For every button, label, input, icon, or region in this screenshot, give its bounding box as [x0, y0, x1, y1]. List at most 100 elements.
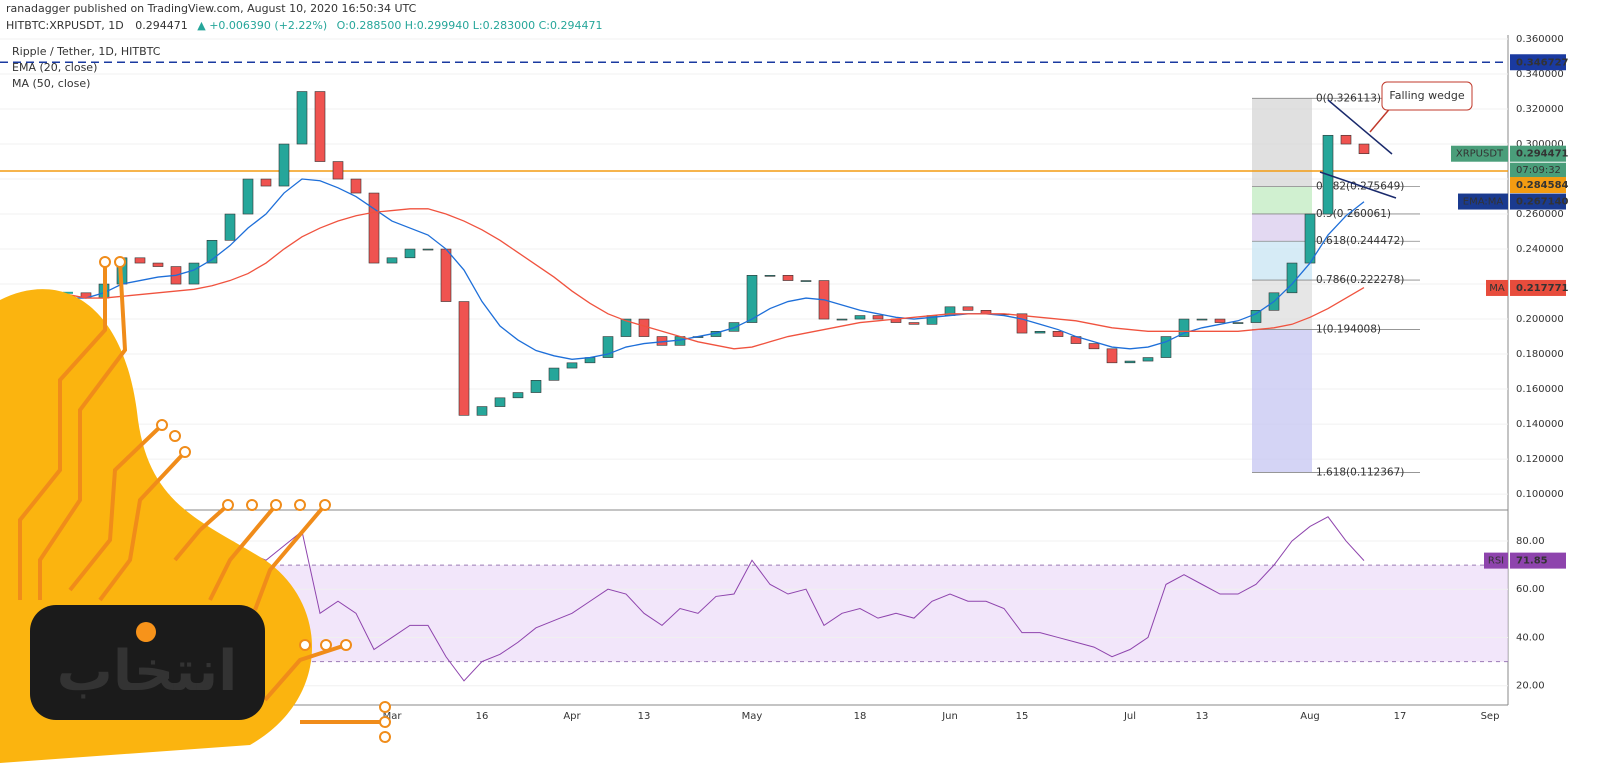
candle — [134, 257, 146, 264]
candle — [1178, 318, 1190, 337]
rsi-badge — [1510, 552, 1566, 569]
candle — [620, 318, 632, 337]
candle — [1088, 343, 1100, 350]
x-tick-label: 13 — [638, 711, 651, 722]
price-badge-label: 0.217771 — [1516, 283, 1569, 294]
candle — [854, 315, 866, 320]
candle — [764, 275, 776, 277]
fib-label: 0.618(0.244472) — [1316, 235, 1404, 247]
y-tick-label: 20.00 — [1516, 681, 1545, 692]
candle — [1106, 348, 1118, 364]
x-tick-label: Jul — [1123, 711, 1136, 722]
candle — [1160, 336, 1172, 358]
x-tick-label: Aug — [1300, 711, 1320, 722]
price-badge — [1510, 177, 1566, 194]
candle — [1016, 313, 1028, 334]
candle — [458, 301, 470, 416]
x-tick-label: Sep — [1481, 711, 1500, 722]
candle — [422, 248, 434, 251]
y-tick-label: 0.200000 — [1516, 314, 1564, 325]
fib-label: 1(0.194008) — [1316, 324, 1381, 336]
candle — [602, 336, 614, 358]
price-badge-label: 0.346727 — [1516, 57, 1569, 68]
legend-entry: MA (50, close) — [12, 77, 90, 90]
candle — [512, 392, 524, 399]
symbol-line: HITBTC:XRPUSDT, 1D 0.294471 ▲ +0.006390 … — [6, 19, 602, 32]
candle — [1142, 357, 1154, 362]
price-badge-label: 0.294471 — [1516, 149, 1569, 160]
last-price: 0.294471 — [135, 19, 188, 32]
publisher: ranadagger published on TradingView.com,… — [6, 2, 417, 15]
price-badge — [1510, 279, 1566, 296]
fib-zone — [1252, 98, 1312, 187]
candle — [1124, 360, 1136, 364]
candle — [368, 192, 380, 264]
fib-label: 1.618(0.112367) — [1316, 466, 1404, 478]
y-tick-label: 0.340000 — [1516, 69, 1564, 80]
fib-label: 0(0.326113) — [1316, 92, 1381, 104]
logo: انتخاب — [0, 256, 391, 763]
fib-zone — [1252, 280, 1312, 330]
badge-name-box — [1458, 193, 1508, 210]
y-tick-label: 0.300000 — [1516, 139, 1564, 150]
x-tick-label: 15 — [1016, 711, 1029, 722]
logo-coin — [136, 622, 156, 642]
callout-box — [1381, 81, 1473, 111]
candle — [746, 275, 758, 323]
candle — [1196, 318, 1208, 321]
candle — [782, 275, 794, 281]
x-tick-label: May — [742, 711, 763, 722]
candle — [260, 178, 272, 187]
chart-title: Ripple / Tether, 1D, HITBTC — [12, 45, 161, 58]
price-badge-label: 0.267140 — [1516, 197, 1569, 208]
y-tick-label: 60.00 — [1516, 584, 1545, 595]
y-tick-label: 0.160000 — [1516, 384, 1564, 395]
candle — [962, 306, 974, 311]
candle — [1052, 331, 1064, 337]
y-tick-label: 0.140000 — [1516, 419, 1564, 430]
wedge-line — [1319, 171, 1397, 199]
rsi-badge-label: 71.85 — [1516, 556, 1548, 567]
candle — [314, 91, 326, 162]
ohlc: O:0.288500 H:0.299940 L:0.283000 C:0.294… — [337, 19, 603, 32]
x-tick-label: Mar — [383, 711, 403, 722]
fib-label: 0.786(0.222278) — [1316, 274, 1404, 286]
candle — [836, 318, 848, 321]
badge-name: MA — [1489, 283, 1505, 294]
y-tick-label: 0.100000 — [1516, 489, 1564, 500]
y-tick-label: 80.00 — [1516, 536, 1545, 547]
candle — [350, 178, 362, 194]
x-tick-label: 18 — [854, 711, 867, 722]
y-tick-label: 40.00 — [1516, 632, 1545, 643]
y-tick-label: 0.180000 — [1516, 349, 1564, 360]
fib-zone — [1252, 329, 1312, 473]
candle — [332, 161, 344, 180]
wedge-line — [1327, 99, 1393, 155]
badge-name-box — [1451, 145, 1508, 162]
price-badge — [1510, 54, 1566, 71]
candle — [1358, 143, 1370, 155]
legend-entry: EMA (20, close) — [12, 61, 97, 74]
y-tick-label: 0.360000 — [1516, 34, 1564, 45]
candle — [278, 143, 290, 187]
fib-zone — [1252, 241, 1312, 281]
candle — [206, 239, 218, 264]
candle — [728, 322, 740, 332]
ema-line — [68, 178, 1365, 360]
candle — [476, 406, 488, 416]
price-badge-label: 0.284584 — [1516, 180, 1569, 191]
candle — [566, 362, 578, 369]
candle — [908, 322, 920, 325]
candle — [548, 367, 560, 381]
price-badge — [1510, 193, 1566, 210]
candle — [872, 315, 884, 320]
x-tick-label: Jun — [941, 711, 958, 722]
badge-name-box — [1484, 552, 1508, 569]
x-tick-label: 16 — [476, 711, 489, 722]
timer-box — [1510, 162, 1566, 178]
candle — [1034, 331, 1046, 334]
fib-zone — [1252, 213, 1312, 242]
candle — [386, 257, 398, 264]
candle — [1304, 213, 1316, 264]
